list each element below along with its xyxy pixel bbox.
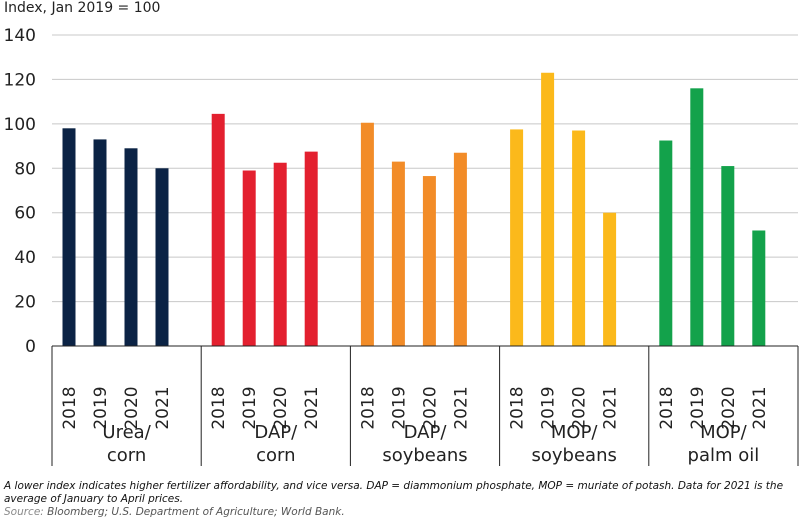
x-tick-label: 2018 [209, 386, 229, 429]
group-label: soybeans [532, 445, 617, 466]
bar [422, 176, 436, 346]
bar [572, 130, 586, 346]
bars [62, 72, 766, 347]
y-tick-label: 60 [14, 204, 36, 224]
y-tick-label: 0 [25, 337, 36, 357]
bar [721, 166, 735, 346]
source-line: Source: Bloomberg; U.S. Department of Ag… [4, 506, 804, 519]
bar [603, 212, 617, 346]
bar [242, 170, 256, 346]
bar [659, 140, 673, 346]
bar [62, 128, 76, 346]
bar [510, 129, 524, 346]
x-tick-label: 2020 [271, 386, 291, 429]
x-axis [51, 345, 799, 466]
y-tick-label: 140 [4, 26, 36, 46]
bar [211, 113, 225, 346]
bar [93, 139, 107, 346]
x-tick-label: 2021 [451, 386, 471, 429]
x-tick-label: 2021 [750, 386, 770, 429]
y-tick-labels: 0 20 40 60 80 100 120 140 [4, 26, 36, 357]
bar [304, 151, 318, 346]
group-labels: Urea/cornDAP/cornDAP/soybeansMOP/soybean… [102, 422, 759, 466]
source-text: Bloomberg; U.S. Department of Agricultur… [43, 506, 345, 518]
group-label: corn [107, 445, 146, 466]
bar [124, 148, 138, 346]
group-label: palm oil [688, 445, 760, 466]
footnote: A lower index indicates higher fertilize… [4, 480, 804, 519]
source-label: Source: [4, 506, 44, 518]
group-label: corn [256, 445, 295, 466]
x-tick-label: 2021 [153, 386, 173, 429]
bar [360, 122, 374, 346]
x-tick-label: 2021 [302, 386, 322, 429]
x-tick-label: 2018 [657, 386, 677, 429]
x-tick-label: 2020 [122, 386, 142, 429]
bar [155, 168, 169, 346]
y-tick-label: 80 [14, 159, 36, 179]
group-label: DAP/ [254, 422, 298, 443]
x-tick-label: 2018 [358, 386, 378, 429]
x-tick-label: 2018 [508, 386, 528, 429]
x-tick-label: 2019 [389, 386, 409, 429]
group-label: DAP/ [404, 422, 448, 443]
x-tick-label: 2019 [91, 386, 111, 429]
x-tick-label: 2019 [240, 386, 260, 429]
y-tick-label: 40 [14, 248, 36, 268]
group-label: MOP/ [551, 422, 599, 443]
x-tick-label: 2019 [539, 386, 559, 429]
footnote-text: A lower index indicates higher fertilize… [4, 480, 784, 505]
group-label: MOP/ [700, 422, 748, 443]
y-tick-label: 120 [4, 70, 36, 90]
bar [752, 230, 766, 346]
x-tick-labels: 2018 2019 2020 2021 2018 2019 2020 2021 2018 2019… [60, 386, 770, 429]
x-tick-label: 2020 [420, 386, 440, 429]
x-tick-label: 2020 [570, 386, 590, 429]
x-tick-label: 2019 [688, 386, 708, 429]
x-tick-label: 2018 [60, 386, 80, 429]
group-label: soybeans [382, 445, 467, 466]
group-label: Urea/ [102, 422, 151, 443]
bar [541, 72, 555, 346]
bar [391, 161, 405, 346]
bar [690, 88, 704, 347]
x-tick-label: 2021 [601, 386, 621, 429]
bar [453, 152, 467, 346]
y-tick-label: 100 [4, 115, 36, 135]
x-tick-label: 2020 [719, 386, 739, 429]
y-tick-label: 20 [14, 293, 36, 313]
y-axis-label: Index, Jan 2019 = 100 [4, 0, 161, 16]
bar [273, 162, 287, 346]
